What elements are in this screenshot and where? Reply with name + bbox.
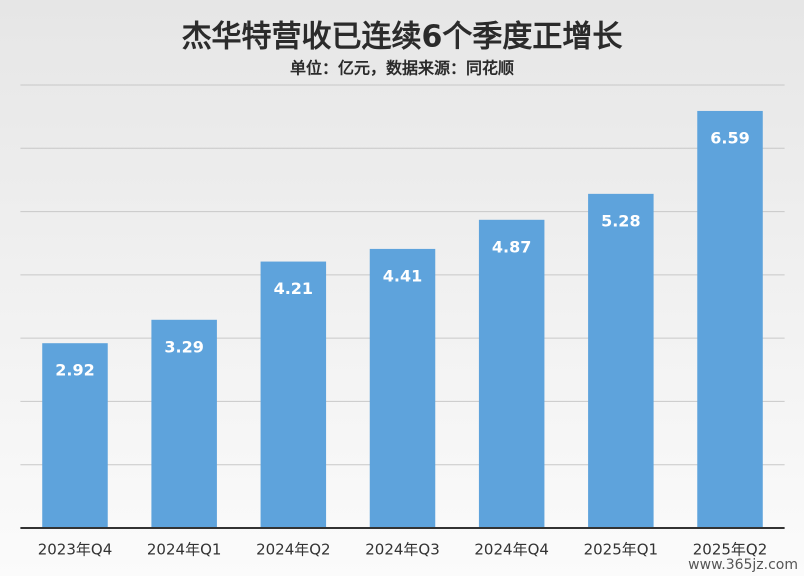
value-label: 5.28 <box>601 211 640 230</box>
value-label: 6.59 <box>710 128 749 147</box>
chart-subtitle: 单位：亿元，数据来源：同花顺 <box>290 59 514 78</box>
bar <box>588 193 654 528</box>
bar <box>478 219 545 528</box>
x-tick-label: 2024年Q4 <box>474 541 549 559</box>
bar <box>260 261 327 528</box>
x-tick-label: 2024年Q3 <box>365 541 440 559</box>
value-label: 4.87 <box>492 237 531 256</box>
x-tick-label: 2024年Q2 <box>256 541 331 559</box>
x-tick-label: 2024年Q1 <box>147 541 222 559</box>
x-tick-label: 2023年Q4 <box>38 541 113 559</box>
value-label: 4.41 <box>383 266 422 285</box>
bar <box>42 343 108 528</box>
x-tick-label: 2025年Q2 <box>693 541 768 559</box>
chart-title: 杰华特营收已连续6个季度正增长 <box>182 20 623 55</box>
bar <box>697 110 763 528</box>
bar <box>369 248 436 528</box>
x-tick-label: 2025年Q1 <box>584 541 659 559</box>
value-label: 2.92 <box>55 361 94 380</box>
watermark: www.365jz.com <box>688 557 798 573</box>
value-label: 4.21 <box>274 279 313 298</box>
bar <box>151 319 217 528</box>
value-label: 3.29 <box>164 337 203 356</box>
